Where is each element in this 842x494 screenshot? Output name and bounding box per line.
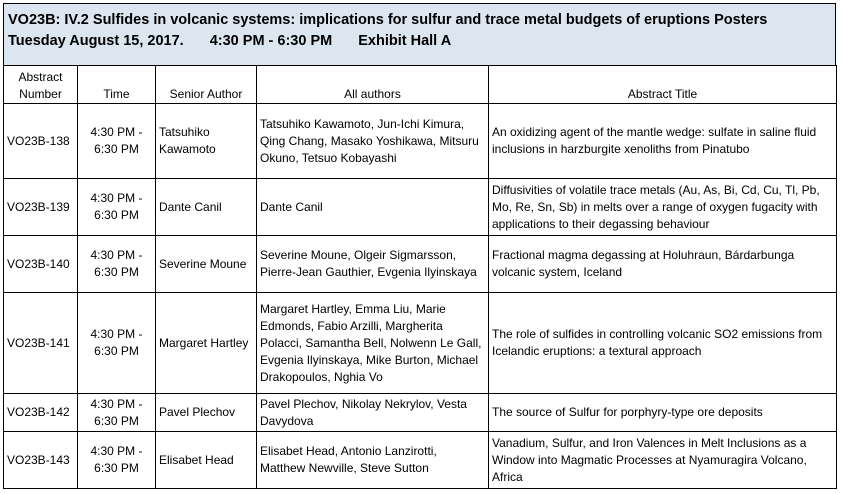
time-start: 4:30 PM - [90,125,143,139]
abstract-title: Fractional magma degassing at Holuhraun,… [488,235,837,293]
header-abstract-number-line2: Number [19,87,62,101]
header-abstract-number: Abstract Number [3,65,78,104]
time-start: 4:30 PM - [90,327,143,341]
all-authors: Dante Canil [256,178,489,236]
header-senior-author: Senior Author [155,65,257,104]
abstract-number: VO23B-140 [3,235,78,293]
abstract-title: The role of sulfides in controlling volc… [488,292,837,394]
time-start: 4:30 PM - [90,248,143,262]
table-row: VO23B-138 4:30 PM - 6:30 PM Tatsuhiko Kaw… [3,103,837,179]
abstract-number: VO23B-138 [3,103,78,179]
time-end: 6:30 PM [94,413,139,428]
senior-author: Tatsuhiko Kawamoto [155,103,257,179]
time-cell: 4:30 PM - 6:30 PM [77,178,156,236]
time-cell: 4:30 PM - 6:30 PM [77,235,156,293]
time-end: 6:30 PM [94,344,139,358]
session-time: 4:30 PM - 6:30 PM [209,33,333,49]
abstract-title: The source of Sulfur for porphyry-type o… [488,393,837,432]
time-cell: 4:30 PM - 6:30 PM [77,292,156,394]
all-authors: Tatsuhiko Kawamoto, Jun-Ichi Kimura, Qin… [256,103,489,179]
time-cell: 4:30 PM - 6:30 PM [77,431,156,489]
time-start: 4:30 PM - [90,396,143,411]
time-end: 6:30 PM [94,265,139,279]
abstract-number: VO23B-141 [3,292,78,394]
session-title: VO23B: IV.2 Sulfides in volcanic systems… [8,12,768,28]
all-authors: Elisabet Head, Antonio Lanzirotti, Matth… [256,431,489,489]
abstract-number: VO23B-142 [3,393,78,432]
header-abstract-number-line1: Abstract [18,70,63,84]
all-authors: Pavel Plechov, Nikolay Nekrylov, Vesta D… [256,393,489,432]
table-row: VO23B-140 4:30 PM - 6:30 PM Severine Moun… [3,235,837,293]
table-row: VO23B-143 4:30 PM - 6:30 PM Elisabet Head… [3,431,837,489]
session-location: Exhibit Hall A [358,33,452,49]
time-end: 6:30 PM [94,461,139,475]
session-sheet: VO23B: IV.2 Sulfides in volcanic systems… [3,3,837,489]
senior-author: Severine Moune [155,235,257,293]
table-row: VO23B-141 4:30 PM - 6:30 PM Margaret Hart… [3,292,837,394]
header-time: Time [77,65,156,104]
senior-author: Pavel Plechov [155,393,257,432]
abstract-number: VO23B-143 [3,431,78,489]
time-cell: 4:30 PM - 6:30 PM [77,103,156,179]
abstracts-table: Abstract Number Time Senior Author All a… [3,65,837,489]
time-start: 4:30 PM - [90,191,143,205]
table-row: VO23B-142 4:30 PM - 6:30 PM Pavel Plechov… [3,393,837,432]
time-end: 6:30 PM [94,142,139,156]
session-header: VO23B: IV.2 Sulfides in volcanic systems… [3,3,836,65]
all-authors: Margaret Hartley, Emma Liu, Marie Edmond… [256,292,489,394]
time-end: 6:30 PM [94,208,139,222]
abstract-number: VO23B-139 [3,178,78,236]
senior-author: Dante Canil [155,178,257,236]
time-start: 4:30 PM - [90,444,143,458]
all-authors: Severine Moune, Olgeir Sigmarsson, Pierr… [256,235,489,293]
header-abstract-title: Abstract Title [488,65,837,104]
abstract-title: An oxidizing agent of the mantle wedge: … [488,103,837,179]
abstract-title: Vanadium, Sulfur, and Iron Valences in M… [488,431,837,489]
table-header-row: Abstract Number Time Senior Author All a… [3,65,837,104]
abstract-title: Diffusivities of volatile trace metals (… [488,178,837,236]
session-schedule: Tuesday August 15, 2017. 4:30 PM - 6:30 … [8,31,831,52]
senior-author: Elisabet Head [155,431,257,489]
table-row: VO23B-139 4:30 PM - 6:30 PM Dante Canil D… [3,178,837,236]
senior-author: Margaret Hartley [155,292,257,394]
time-cell: 4:30 PM - 6:30 PM [77,393,156,432]
header-all-authors: All authors [256,65,489,104]
session-date: Tuesday August 15, 2017. [8,33,184,49]
